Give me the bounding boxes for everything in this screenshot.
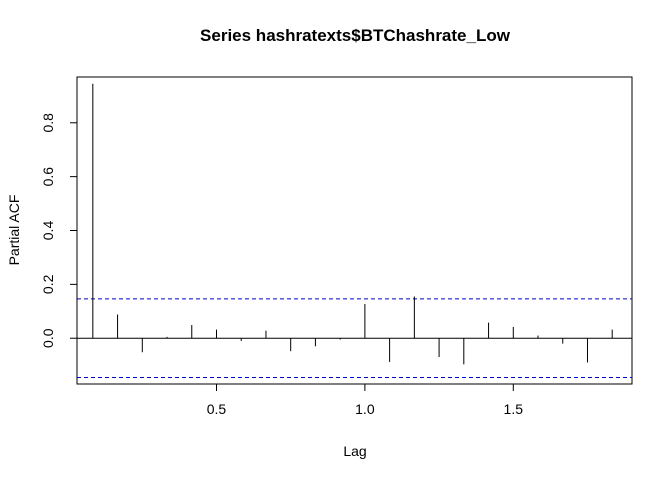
x-tick-label: 1.5 [504,401,524,417]
x-axis-label: Lag [343,443,366,459]
x-tick-label: 0.5 [207,401,227,417]
x-axis: 0.5 1.0 1.5 [207,383,524,417]
y-tick-label: 0.4 [40,221,56,241]
y-axis: 0.0 0.2 0.4 0.6 0.8 [40,113,78,348]
x-tick-label: 1.0 [355,401,375,417]
y-tick-label: 0.6 [40,167,56,187]
confidence-bounds [77,298,632,379]
pacf-bars [92,83,613,365]
y-axis-label: Partial ACF [6,195,22,266]
y-tick-label: 0.0 [40,328,56,348]
y-tick-label: 0.8 [40,113,56,133]
chart-title: Series hashratexts$BTChashrate_Low [200,26,511,45]
y-tick-label: 0.2 [40,274,56,294]
